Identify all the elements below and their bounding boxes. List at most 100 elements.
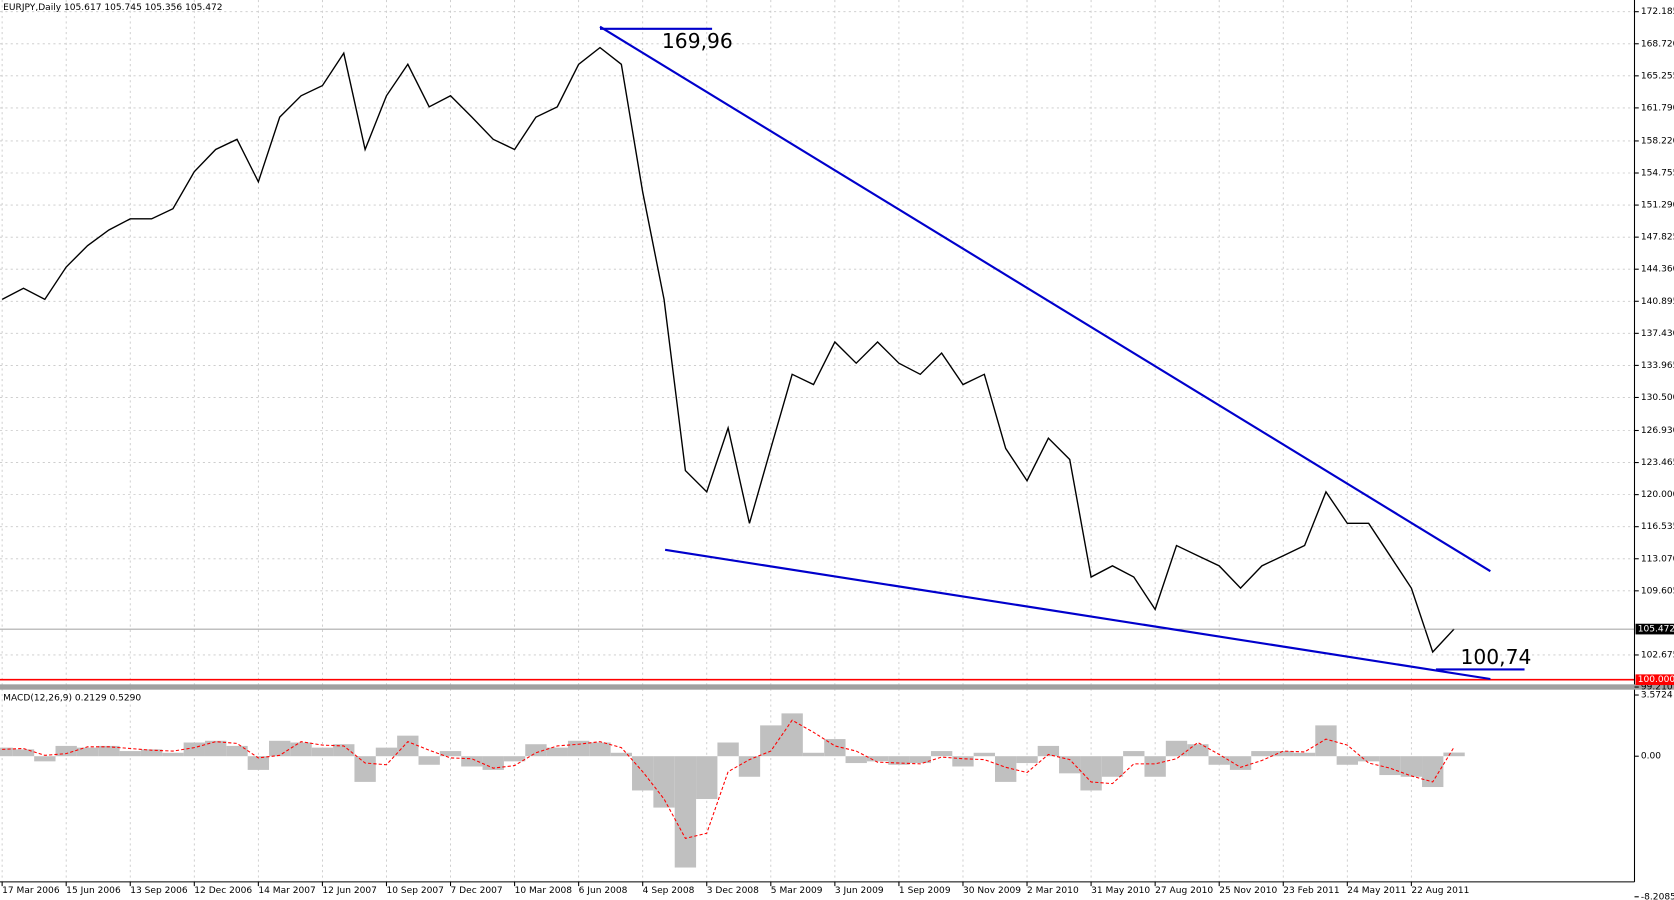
macd-bar bbox=[290, 742, 312, 757]
y-tick-label: 102.675 bbox=[1641, 650, 1674, 660]
macd-bar bbox=[696, 756, 718, 800]
x-tick-label: 13 Sep 2006 bbox=[130, 886, 188, 896]
signal-line bbox=[2, 719, 1455, 840]
grid-layer bbox=[0, 0, 1635, 882]
level-label: 100.000 bbox=[1638, 675, 1674, 685]
macd-bar bbox=[1251, 751, 1273, 757]
macd-bar bbox=[653, 756, 675, 808]
macd-bar bbox=[1059, 756, 1081, 774]
macd-bar bbox=[952, 756, 974, 767]
macd-bar bbox=[1037, 745, 1060, 757]
macd-bar bbox=[354, 756, 376, 782]
macd-bar bbox=[866, 756, 889, 762]
macd-bar bbox=[333, 744, 355, 757]
x-tick-label: 31 May 2010 bbox=[1091, 886, 1150, 896]
macd-bar bbox=[1187, 744, 1209, 757]
y-tick-label: 154.755 bbox=[1641, 169, 1674, 179]
macd-bar bbox=[0, 747, 13, 757]
y-tick-label: 172.185 bbox=[1641, 7, 1674, 17]
x-tick-label: 30 Nov 2009 bbox=[963, 886, 1021, 896]
x-tick-label: 3 Dec 2008 bbox=[707, 886, 759, 896]
macd-bar bbox=[76, 747, 99, 757]
macd-bar bbox=[119, 751, 141, 757]
macd-bar bbox=[610, 752, 633, 757]
x-tick-label: 10 Sep 2007 bbox=[386, 886, 443, 896]
y-tick-label: 116.535 bbox=[1641, 522, 1674, 532]
macd-bar bbox=[1443, 752, 1465, 757]
x-tick-label: 22 Aug 2011 bbox=[1411, 886, 1469, 896]
x-tick-label: 23 Feb 2011 bbox=[1283, 886, 1339, 896]
y-tick-label: 120.000 bbox=[1641, 490, 1674, 500]
macd-bar bbox=[717, 742, 739, 757]
macd-bar bbox=[204, 740, 227, 757]
y-tick-label: 137.430 bbox=[1641, 329, 1674, 339]
macd-bar bbox=[1293, 752, 1316, 757]
macd-bar bbox=[1315, 725, 1337, 757]
x-tick-label: 2 Mar 2010 bbox=[1027, 886, 1079, 896]
x-tick-label: 15 Jun 2006 bbox=[66, 886, 121, 896]
macd-bar bbox=[674, 756, 697, 868]
x-tick-label: 5 Mar 2009 bbox=[771, 886, 823, 896]
macd-bar bbox=[1080, 756, 1102, 791]
y-tick-label: 113.070 bbox=[1641, 554, 1674, 564]
macd-bar bbox=[98, 745, 120, 757]
y-tick-label: 3.5724 bbox=[1641, 691, 1673, 701]
macd-bar bbox=[525, 744, 547, 757]
macd-bar bbox=[162, 752, 184, 757]
x-tick-label: 6 Jun 2008 bbox=[579, 886, 628, 896]
y-tick-label: 99.210 bbox=[1641, 683, 1673, 693]
macd-bar bbox=[824, 739, 846, 757]
macd-bar bbox=[930, 751, 953, 757]
macd-bar bbox=[418, 756, 440, 765]
y-tick-label: 165.255 bbox=[1641, 71, 1674, 81]
macd-bar bbox=[226, 745, 248, 757]
y-tick-label: 151.290 bbox=[1641, 201, 1674, 211]
upper-trendline bbox=[599, 25, 1491, 573]
macd-bar bbox=[1229, 756, 1252, 770]
y-tick-label: 158.220 bbox=[1641, 136, 1674, 146]
macd-bar bbox=[1400, 756, 1423, 777]
macd-bar bbox=[1016, 756, 1038, 764]
macd-bar bbox=[1165, 740, 1188, 757]
x-tick-label: 3 Jun 2009 bbox=[835, 886, 884, 896]
macd-bar bbox=[1208, 756, 1230, 765]
macd-bar bbox=[909, 756, 931, 764]
x-tick-label: 17 Mar 2006 bbox=[2, 886, 60, 896]
macd-bar bbox=[1101, 756, 1124, 777]
x-tick-label: 10 Mar 2008 bbox=[515, 886, 573, 896]
y-tick-label: 109.605 bbox=[1641, 586, 1674, 596]
macd-bar bbox=[439, 751, 462, 757]
macd-bar bbox=[802, 752, 825, 757]
y-tick-label: -8.2085 bbox=[1641, 892, 1674, 900]
y-tick-label: 144.360 bbox=[1641, 265, 1674, 275]
macd-bar bbox=[888, 756, 910, 765]
macd-bar bbox=[1336, 756, 1358, 765]
y-tick-label: 161.790 bbox=[1641, 103, 1674, 113]
macd-bar bbox=[482, 756, 504, 770]
macd-bar bbox=[55, 745, 77, 757]
macd-bar bbox=[140, 749, 163, 757]
macd-bar bbox=[738, 756, 761, 777]
x-tick-label: 4 Sep 2008 bbox=[643, 886, 695, 896]
x-tick-label: 1 Sep 2009 bbox=[899, 886, 951, 896]
macd-bar bbox=[589, 742, 611, 757]
macd-bar bbox=[247, 756, 270, 770]
macd-bar bbox=[1379, 756, 1401, 776]
macd-bar bbox=[1272, 751, 1294, 757]
x-tick-label: 14 Mar 2007 bbox=[258, 886, 315, 896]
macd-bar bbox=[567, 740, 590, 757]
macd-title: MACD(12,26,9) 0.2129 0.5290 bbox=[3, 694, 141, 704]
macd-bar bbox=[995, 756, 1017, 782]
macd-bar bbox=[34, 756, 56, 762]
x-tick-label: 12 Jun 2007 bbox=[322, 886, 377, 896]
x-tick-label: 25 Nov 2010 bbox=[1219, 886, 1277, 896]
macd-bar bbox=[845, 756, 867, 764]
macd-bar bbox=[546, 747, 568, 757]
macd-bar bbox=[1357, 756, 1380, 762]
y-tick-label: 168.720 bbox=[1641, 39, 1674, 49]
y-tick-label: 147.825 bbox=[1641, 233, 1674, 243]
macd-bar bbox=[973, 752, 996, 757]
lower-trendline bbox=[664, 548, 1491, 681]
